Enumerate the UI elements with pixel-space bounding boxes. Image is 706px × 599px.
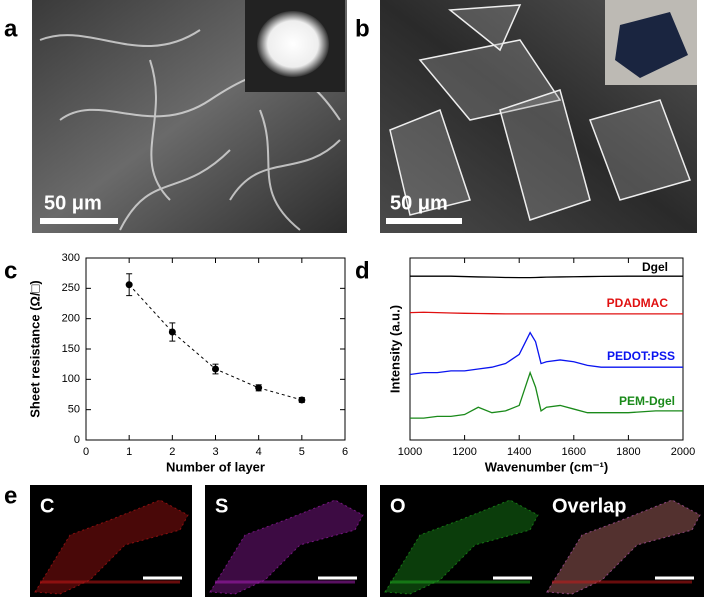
series-label: PEM-Dgel bbox=[619, 394, 675, 408]
y-axis-label: Intensity (a.u.) bbox=[387, 305, 402, 393]
x-tick-label: 1 bbox=[126, 446, 132, 458]
map-signal bbox=[34, 499, 189, 595]
data-line bbox=[410, 275, 683, 279]
panel-e: e C S O Overlap bbox=[4, 482, 704, 597]
data-point bbox=[255, 384, 263, 392]
y-tick-label: 200 bbox=[62, 313, 80, 325]
x-axis-label: Number of layer bbox=[166, 459, 265, 474]
sheet-edges bbox=[39, 29, 341, 231]
series-label: PEDOT:PSS bbox=[607, 349, 675, 363]
x-tick-label: 3 bbox=[212, 446, 218, 458]
x-tick-label: 1600 bbox=[562, 446, 586, 458]
x-tick-label: 6 bbox=[342, 446, 348, 458]
scale-bar-label: 50 μm bbox=[44, 192, 102, 214]
x-tick-label: 4 bbox=[256, 446, 262, 458]
map-signal bbox=[546, 499, 701, 595]
map-label: S bbox=[215, 495, 228, 517]
x-tick-label: 0 bbox=[83, 446, 89, 458]
panel-label: b bbox=[355, 15, 370, 42]
plot-frame bbox=[409, 257, 684, 441]
data-line bbox=[128, 284, 302, 401]
scale-bar-label: 50 μm bbox=[390, 192, 448, 214]
panel-label: a bbox=[4, 15, 18, 42]
series-label: Dgel bbox=[642, 260, 668, 274]
y-tick-label: 50 bbox=[68, 404, 80, 416]
data-line bbox=[410, 370, 683, 419]
series-label: PDADMAC bbox=[607, 296, 669, 310]
panel-b: b 50 μm bbox=[355, 0, 697, 233]
data-point bbox=[125, 281, 133, 289]
y-tick-label: 100 bbox=[62, 373, 80, 385]
data-line bbox=[409, 331, 683, 376]
panel-a: a 50 μm bbox=[4, 0, 347, 233]
inset-sample bbox=[257, 11, 329, 77]
map-signal bbox=[384, 499, 539, 595]
y-tick-label: 150 bbox=[62, 343, 80, 355]
y-tick-label: 0 bbox=[74, 434, 80, 446]
y-axis-label: Sheet resistance (Ω/□) bbox=[27, 280, 42, 418]
data-line bbox=[409, 311, 683, 315]
inset-sample bbox=[615, 12, 688, 78]
y-tick-label: 300 bbox=[62, 252, 80, 264]
panel-label: d bbox=[355, 257, 370, 284]
data-point bbox=[168, 328, 176, 336]
sheets bbox=[389, 4, 691, 221]
x-tick-label: 1400 bbox=[507, 446, 531, 458]
x-tick-label: 2000 bbox=[671, 446, 695, 458]
data-point bbox=[212, 365, 219, 373]
panel-label: c bbox=[4, 257, 17, 284]
x-tick-label: 1800 bbox=[616, 446, 640, 458]
x-tick-label: 5 bbox=[299, 446, 305, 458]
scale-bar bbox=[386, 218, 462, 224]
plot-frame bbox=[85, 257, 346, 441]
map-signal bbox=[209, 499, 364, 595]
map-label: C bbox=[40, 495, 54, 517]
map-label: Overlap bbox=[552, 495, 626, 517]
x-tick-label: 1000 bbox=[398, 446, 422, 458]
y-tick-label: 250 bbox=[62, 282, 80, 294]
data-point bbox=[298, 396, 306, 404]
map-label: O bbox=[390, 495, 406, 517]
scale-bar bbox=[40, 218, 118, 224]
x-tick-label: 2 bbox=[169, 446, 175, 458]
panel-label: e bbox=[4, 482, 17, 509]
x-axis-label: Wavenumber (cm⁻¹) bbox=[485, 459, 608, 474]
x-tick-label: 1200 bbox=[452, 446, 476, 458]
